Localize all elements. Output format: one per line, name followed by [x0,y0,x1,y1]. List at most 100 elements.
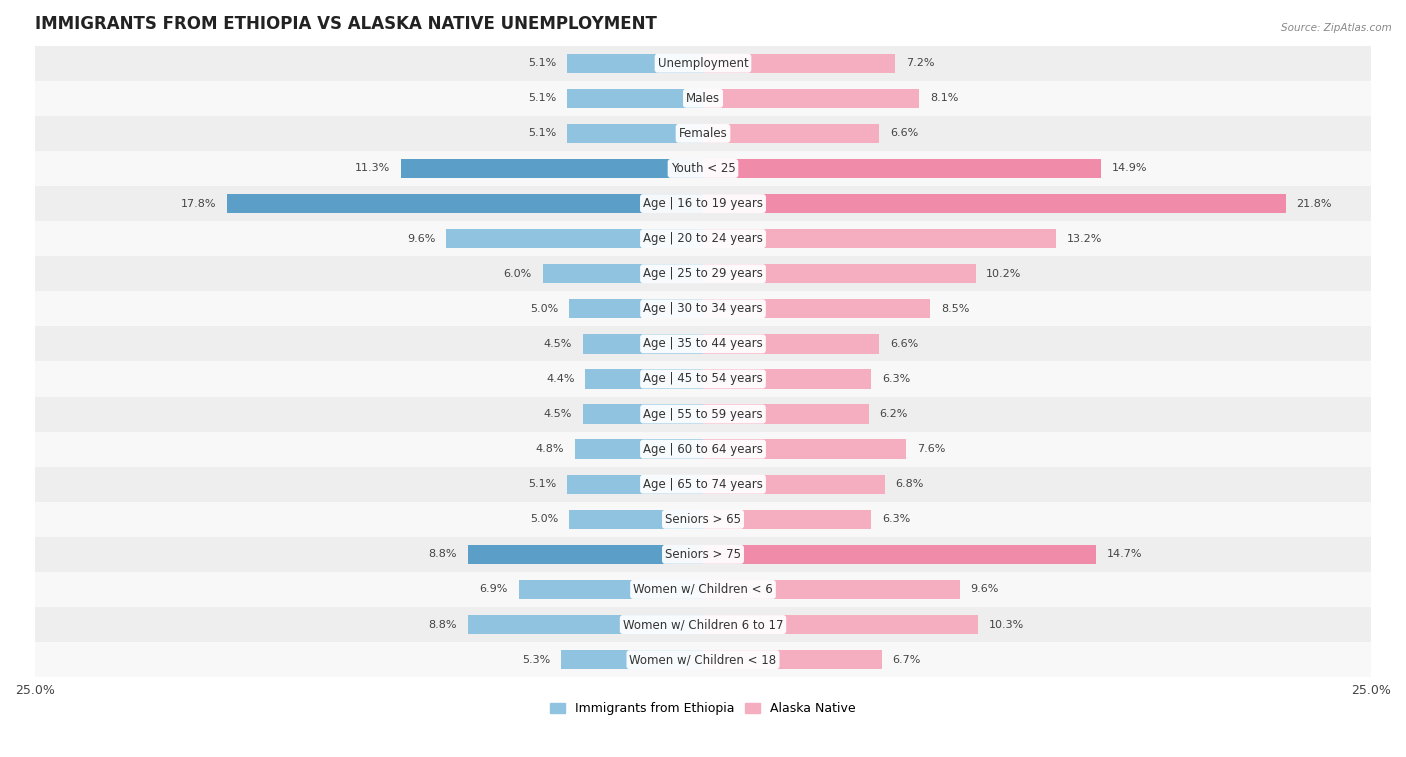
Text: 5.1%: 5.1% [527,93,555,103]
Bar [703,615,979,634]
Text: 7.2%: 7.2% [905,58,935,68]
Bar [35,186,1371,221]
Bar [35,397,1371,431]
Text: 4.5%: 4.5% [544,409,572,419]
Text: 5.1%: 5.1% [527,58,555,68]
Bar [703,580,959,599]
Bar [703,509,872,529]
Text: 8.5%: 8.5% [941,304,969,314]
Bar [585,369,703,388]
Bar [35,116,1371,151]
Text: Age | 55 to 59 years: Age | 55 to 59 years [643,407,763,421]
Text: Age | 45 to 54 years: Age | 45 to 54 years [643,372,763,385]
Bar [35,572,1371,607]
Bar [35,45,1371,81]
Bar [468,615,703,634]
Text: 9.6%: 9.6% [408,234,436,244]
Bar [703,335,879,354]
Bar [703,545,1095,564]
Text: Source: ZipAtlas.com: Source: ZipAtlas.com [1281,23,1392,33]
Bar [703,404,869,424]
Bar [582,404,703,424]
Text: Seniors > 75: Seniors > 75 [665,548,741,561]
Text: 5.0%: 5.0% [530,514,558,525]
Text: 6.3%: 6.3% [882,374,910,384]
Bar [582,335,703,354]
Text: 8.1%: 8.1% [931,93,959,103]
Bar [703,650,882,669]
Legend: Immigrants from Ethiopia, Alaska Native: Immigrants from Ethiopia, Alaska Native [550,702,856,715]
Text: 14.9%: 14.9% [1112,164,1147,173]
Bar [35,502,1371,537]
Text: 4.5%: 4.5% [544,339,572,349]
Bar [703,194,1285,213]
Text: 8.8%: 8.8% [429,550,457,559]
Bar [35,256,1371,291]
Text: Women w/ Children < 6: Women w/ Children < 6 [633,583,773,596]
Text: 17.8%: 17.8% [181,198,217,208]
Text: Age | 65 to 74 years: Age | 65 to 74 years [643,478,763,491]
Bar [35,326,1371,361]
Text: 7.6%: 7.6% [917,444,945,454]
Text: 13.2%: 13.2% [1066,234,1102,244]
Bar [35,361,1371,397]
Bar [35,642,1371,678]
Text: 6.8%: 6.8% [896,479,924,489]
Text: Seniors > 65: Seniors > 65 [665,512,741,526]
Bar [567,123,703,143]
Bar [703,229,1056,248]
Text: 10.3%: 10.3% [988,619,1024,630]
Bar [567,54,703,73]
Text: Unemployment: Unemployment [658,57,748,70]
Bar [569,509,703,529]
Text: Women w/ Children 6 to 17: Women w/ Children 6 to 17 [623,618,783,631]
Text: 4.8%: 4.8% [536,444,564,454]
Bar [703,54,896,73]
Text: Males: Males [686,92,720,104]
Bar [567,475,703,494]
Bar [35,607,1371,642]
Text: Age | 25 to 29 years: Age | 25 to 29 years [643,267,763,280]
Text: 14.7%: 14.7% [1107,550,1142,559]
Bar [35,151,1371,186]
Bar [561,650,703,669]
Text: IMMIGRANTS FROM ETHIOPIA VS ALASKA NATIVE UNEMPLOYMENT: IMMIGRANTS FROM ETHIOPIA VS ALASKA NATIV… [35,15,657,33]
Bar [543,264,703,283]
Text: 11.3%: 11.3% [356,164,391,173]
Text: Women w/ Children < 18: Women w/ Children < 18 [630,653,776,666]
Bar [35,81,1371,116]
Text: Age | 16 to 19 years: Age | 16 to 19 years [643,197,763,210]
Text: 21.8%: 21.8% [1296,198,1331,208]
Bar [447,229,703,248]
Text: 5.3%: 5.3% [523,655,551,665]
Text: 8.8%: 8.8% [429,619,457,630]
Bar [575,440,703,459]
Text: Age | 60 to 64 years: Age | 60 to 64 years [643,443,763,456]
Bar [35,431,1371,466]
Text: 9.6%: 9.6% [970,584,998,594]
Bar [703,440,905,459]
Bar [35,466,1371,502]
Bar [401,159,703,178]
Text: Age | 20 to 24 years: Age | 20 to 24 years [643,232,763,245]
Bar [228,194,703,213]
Bar [567,89,703,108]
Bar [703,123,879,143]
Bar [703,89,920,108]
Bar [35,537,1371,572]
Bar [468,545,703,564]
Bar [35,221,1371,256]
Text: 6.6%: 6.6% [890,339,918,349]
Text: 6.0%: 6.0% [503,269,531,279]
Bar [703,475,884,494]
Text: 6.7%: 6.7% [893,655,921,665]
Text: 10.2%: 10.2% [986,269,1022,279]
Bar [703,369,872,388]
Bar [35,291,1371,326]
Text: Females: Females [679,127,727,140]
Bar [703,264,976,283]
Bar [519,580,703,599]
Text: Youth < 25: Youth < 25 [671,162,735,175]
Bar [569,299,703,319]
Bar [703,299,931,319]
